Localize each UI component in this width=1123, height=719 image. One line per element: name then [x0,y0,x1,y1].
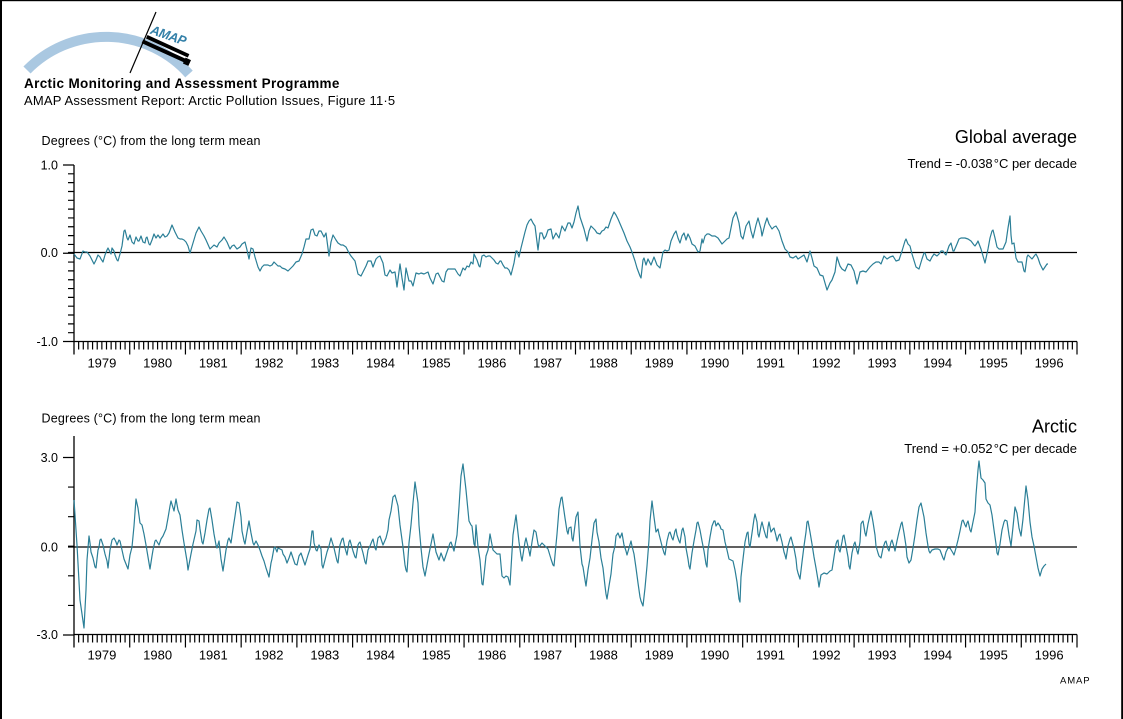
svg-text:1991: 1991 [756,648,785,663]
svg-text:1992: 1992 [812,648,841,663]
svg-text:1995: 1995 [979,356,1008,371]
svg-text:1989: 1989 [645,648,674,663]
svg-text:1.0: 1.0 [41,159,58,173]
svg-text:1983: 1983 [310,356,339,371]
svg-text:1981: 1981 [199,648,228,663]
svg-text:Arctic: Arctic [1032,417,1077,437]
svg-text:1994: 1994 [923,648,952,663]
svg-text:1996: 1996 [1035,356,1064,371]
svg-text:1991: 1991 [756,356,785,371]
svg-text:1984: 1984 [366,356,395,371]
svg-text:1994: 1994 [923,356,952,371]
svg-text:1996: 1996 [1035,648,1064,663]
svg-text:1987: 1987 [533,648,562,663]
svg-text:1995: 1995 [979,648,1008,663]
svg-text:0.0: 0.0 [41,246,58,260]
svg-text:1979: 1979 [87,648,116,663]
svg-text:1985: 1985 [422,356,451,371]
svg-text:1990: 1990 [700,648,729,663]
svg-text:1980: 1980 [143,356,172,371]
svg-text:Trend = -0.038 °C per decade: Trend = -0.038 °C per decade [908,156,1078,171]
svg-text:1993: 1993 [868,356,897,371]
svg-text:1979: 1979 [87,356,116,371]
svg-text:1983: 1983 [310,648,339,663]
svg-text:AMAP: AMAP [1060,676,1091,687]
svg-text:-1.0: -1.0 [36,335,58,349]
svg-text:1986: 1986 [477,356,506,371]
svg-text:1981: 1981 [199,356,228,371]
svg-text:1985: 1985 [422,648,451,663]
svg-text:1993: 1993 [868,648,897,663]
svg-text:1980: 1980 [143,648,172,663]
svg-text:AMAP Assessment Report: Arctic: AMAP Assessment Report: Arctic Pollution… [24,93,395,108]
svg-text:0.0: 0.0 [41,541,58,555]
svg-text:1988: 1988 [589,356,618,371]
svg-text:1984: 1984 [366,648,395,663]
svg-text:Arctic Monitoring and Assessme: Arctic Monitoring and Assessment Program… [24,76,340,91]
svg-text:Degrees (°C) from the long ter: Degrees (°C) from the long term mean [42,134,261,148]
svg-text:Global average: Global average [955,127,1077,147]
svg-text:Degrees (°C) from the long ter: Degrees (°C) from the long term mean [42,412,261,426]
svg-text:1987: 1987 [533,356,562,371]
svg-text:-3.0: -3.0 [36,628,58,642]
svg-text:1992: 1992 [812,356,841,371]
svg-text:1989: 1989 [645,356,674,371]
svg-text:1982: 1982 [255,356,284,371]
svg-text:1986: 1986 [477,648,506,663]
svg-text:1982: 1982 [255,648,284,663]
svg-text:1990: 1990 [700,356,729,371]
svg-text:Trend = +0.052 °C per decade: Trend = +0.052 °C per decade [904,441,1077,456]
svg-text:1988: 1988 [589,648,618,663]
svg-text:3.0: 3.0 [41,451,58,465]
